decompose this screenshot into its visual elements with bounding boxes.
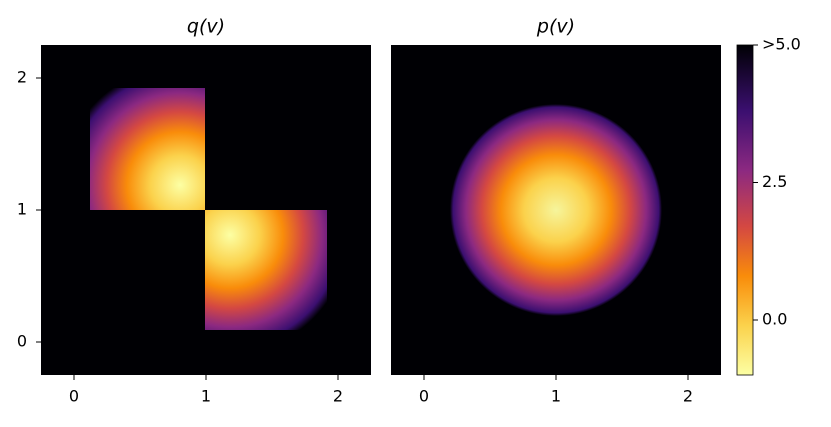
colorbar-tick-label: 0.0 (762, 310, 787, 329)
x-tick-label: 0 (69, 387, 79, 406)
chart-title: q(v) (187, 16, 225, 38)
heatmap-region (205, 210, 327, 330)
heatmap-region (90, 88, 205, 210)
y-tick-label: 0 (17, 332, 27, 351)
y-tick-label: 2 (17, 68, 27, 87)
heatmap-region (450, 104, 662, 316)
colorbar (736, 44, 754, 376)
x-tick-label: 2 (333, 387, 343, 406)
x-tick-label: 0 (419, 387, 429, 406)
x-tick-label: 1 (201, 387, 211, 406)
x-tick-label: 2 (683, 387, 693, 406)
y-tick-label: 1 (17, 200, 27, 219)
colorbar-tick-label: >5.0 (762, 35, 801, 54)
chart-title: p(v) (536, 16, 575, 38)
x-tick-label: 1 (551, 387, 561, 406)
colorbar-tick-label: 2.5 (762, 172, 787, 191)
